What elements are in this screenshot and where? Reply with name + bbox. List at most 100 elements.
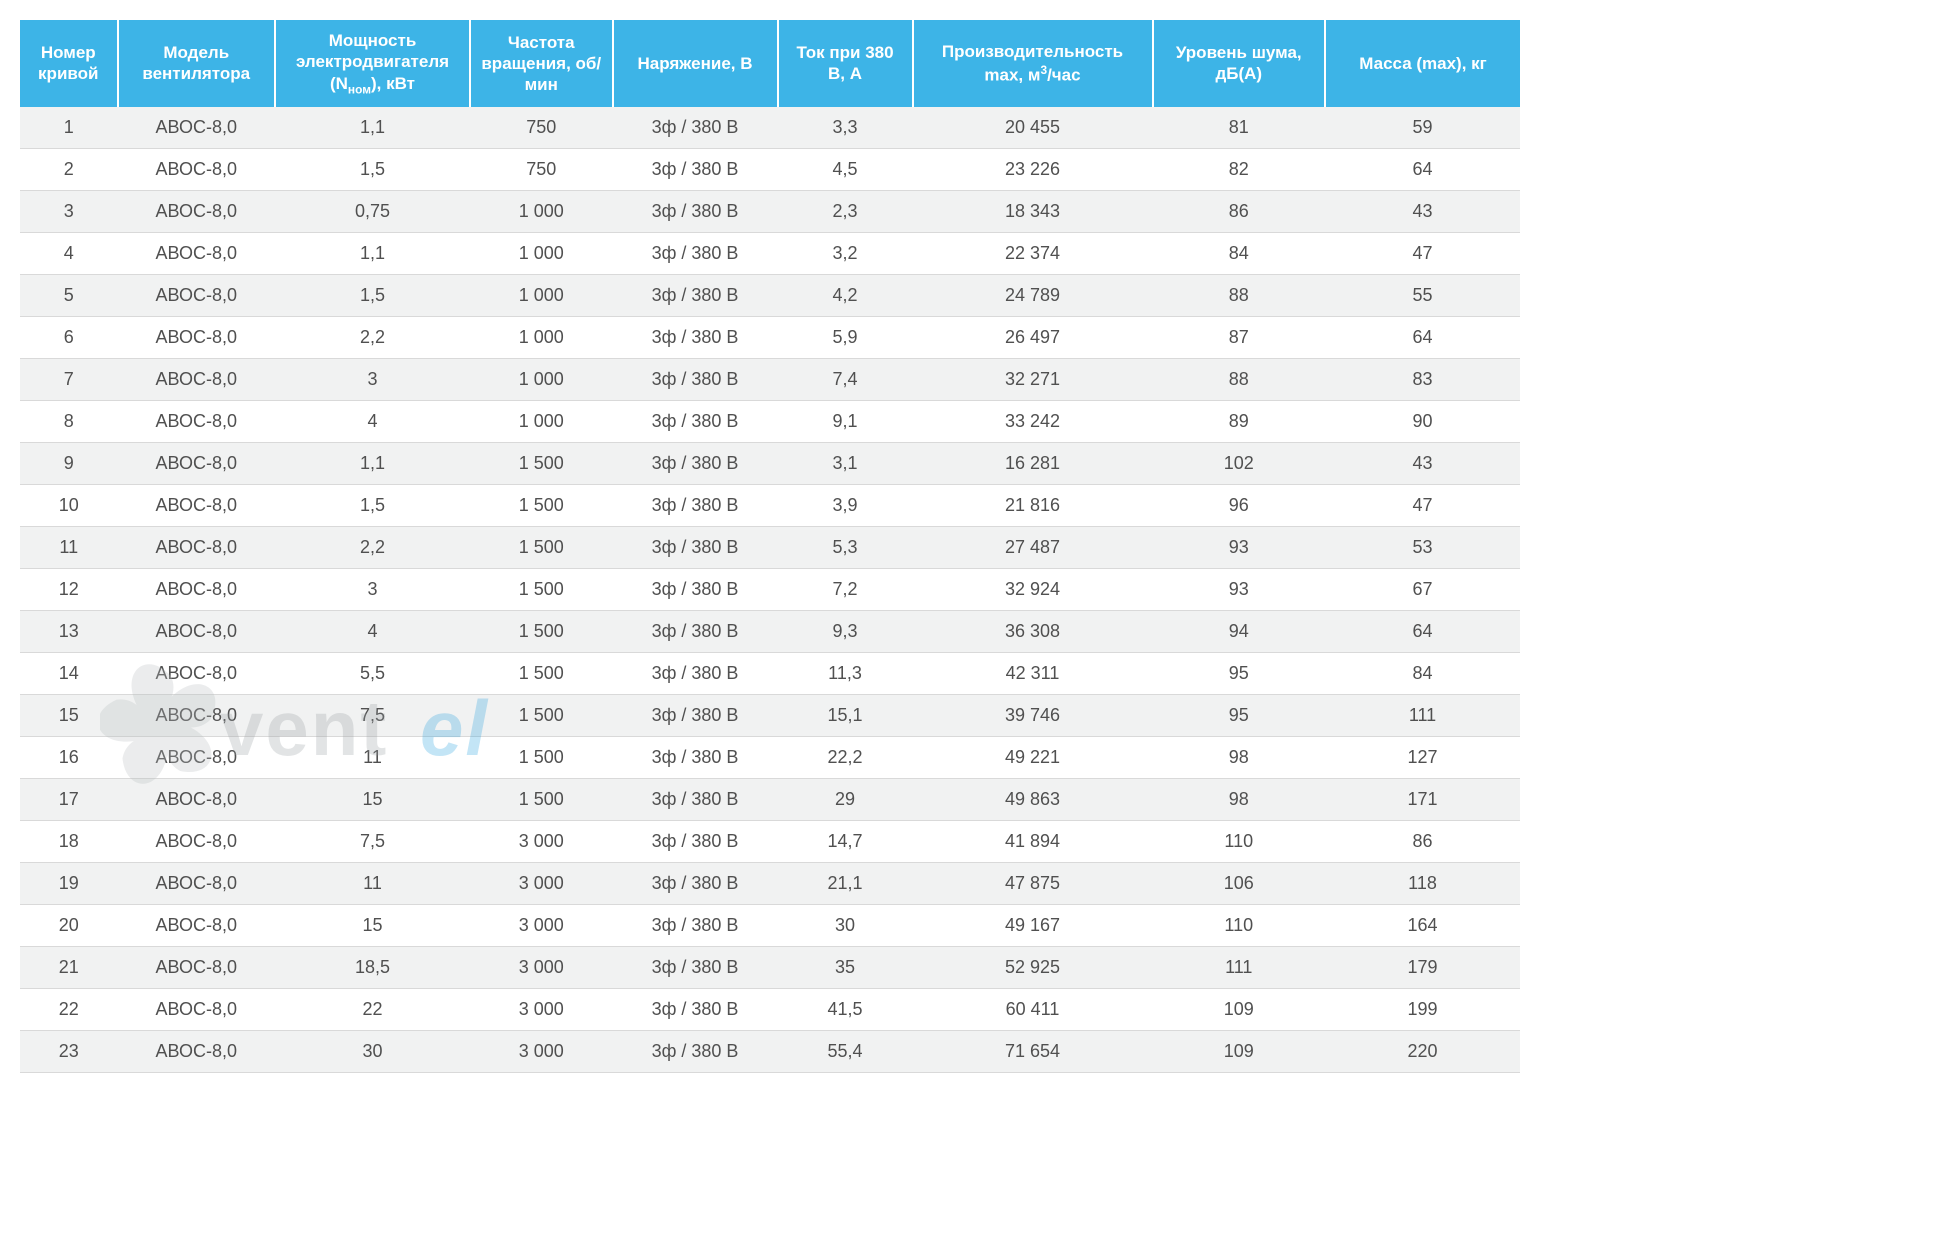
table-cell: 67 bbox=[1325, 568, 1520, 610]
table-cell: 71 654 bbox=[913, 1030, 1153, 1072]
table-cell: 86 bbox=[1153, 190, 1326, 232]
table-cell: 106 bbox=[1153, 862, 1326, 904]
table-cell: 5,5 bbox=[275, 652, 470, 694]
table-cell: 3,1 bbox=[778, 442, 913, 484]
table-cell: 95 bbox=[1153, 652, 1326, 694]
table-cell: 64 bbox=[1325, 610, 1520, 652]
table-cell: 24 789 bbox=[913, 274, 1153, 316]
table-cell: АВОС-8,0 bbox=[118, 988, 276, 1030]
table-cell: 1 500 bbox=[470, 610, 613, 652]
table-cell: 15 bbox=[275, 778, 470, 820]
table-cell: АВОС-8,0 bbox=[118, 778, 276, 820]
table-row: 20АВОС-8,0153 0003ф / 380 В3049 16711016… bbox=[20, 904, 1520, 946]
table-cell: 47 bbox=[1325, 484, 1520, 526]
table-cell: АВОС-8,0 bbox=[118, 904, 276, 946]
table-cell: 3,2 bbox=[778, 232, 913, 274]
table-cell: 81 bbox=[1153, 107, 1326, 149]
table-cell: 33 242 bbox=[913, 400, 1153, 442]
table-cell: 3ф / 380 В bbox=[613, 862, 778, 904]
col-header: Уровень шума, дБ(А) bbox=[1153, 20, 1326, 107]
table-cell: 3ф / 380 В bbox=[613, 232, 778, 274]
table-cell: АВОС-8,0 bbox=[118, 610, 276, 652]
table-cell: 16 281 bbox=[913, 442, 1153, 484]
table-row: 8АВОС-8,041 0003ф / 380 В9,133 2428990 bbox=[20, 400, 1520, 442]
table-cell: 3ф / 380 В bbox=[613, 484, 778, 526]
table-cell: 1 500 bbox=[470, 484, 613, 526]
table-row: 15АВОС-8,07,51 5003ф / 380 В15,139 74695… bbox=[20, 694, 1520, 736]
table-cell: 3,3 bbox=[778, 107, 913, 149]
table-cell: АВОС-8,0 bbox=[118, 946, 276, 988]
table-cell: 27 487 bbox=[913, 526, 1153, 568]
table-cell: АВОС-8,0 bbox=[118, 526, 276, 568]
table-cell: 20 bbox=[20, 904, 118, 946]
table-cell: 35 bbox=[778, 946, 913, 988]
table-cell: 7,5 bbox=[275, 820, 470, 862]
table-cell: 1,1 bbox=[275, 232, 470, 274]
table-cell: 1 000 bbox=[470, 274, 613, 316]
table-cell: 1 500 bbox=[470, 736, 613, 778]
table-cell: 88 bbox=[1153, 358, 1326, 400]
table-cell: 23 bbox=[20, 1030, 118, 1072]
table-cell: 89 bbox=[1153, 400, 1326, 442]
table-cell: 3ф / 380 В bbox=[613, 1030, 778, 1072]
table-cell: 93 bbox=[1153, 526, 1326, 568]
table-cell: 109 bbox=[1153, 988, 1326, 1030]
table-cell: 7,4 bbox=[778, 358, 913, 400]
table-row: 13АВОС-8,041 5003ф / 380 В9,336 3089464 bbox=[20, 610, 1520, 652]
table-cell: 1 500 bbox=[470, 778, 613, 820]
table-cell: 3ф / 380 В bbox=[613, 568, 778, 610]
table-cell: 43 bbox=[1325, 190, 1520, 232]
table-cell: 3ф / 380 В bbox=[613, 820, 778, 862]
table-cell: 3 000 bbox=[470, 988, 613, 1030]
table-cell: АВОС-8,0 bbox=[118, 568, 276, 610]
table-cell: 1 500 bbox=[470, 694, 613, 736]
table-cell: 15,1 bbox=[778, 694, 913, 736]
table-cell: 4 bbox=[275, 400, 470, 442]
table-cell: 1 000 bbox=[470, 316, 613, 358]
table-cell: 3 bbox=[20, 190, 118, 232]
table-cell: 3ф / 380 В bbox=[613, 442, 778, 484]
table-row: 14АВОС-8,05,51 5003ф / 380 В11,342 31195… bbox=[20, 652, 1520, 694]
table-cell: 82 bbox=[1153, 148, 1326, 190]
table-cell: 1 500 bbox=[470, 442, 613, 484]
table-cell: 127 bbox=[1325, 736, 1520, 778]
table-cell: 3ф / 380 В bbox=[613, 358, 778, 400]
table-row: 11АВОС-8,02,21 5003ф / 380 В5,327 487935… bbox=[20, 526, 1520, 568]
table-cell: 83 bbox=[1325, 358, 1520, 400]
table-cell: 3ф / 380 В bbox=[613, 148, 778, 190]
table-cell: 0,75 bbox=[275, 190, 470, 232]
table-cell: 3 bbox=[275, 568, 470, 610]
table-cell: 171 bbox=[1325, 778, 1520, 820]
table-cell: 10 bbox=[20, 484, 118, 526]
table-cell: 16 bbox=[20, 736, 118, 778]
table-cell: 1 500 bbox=[470, 568, 613, 610]
table-cell: АВОС-8,0 bbox=[118, 232, 276, 274]
table-cell: 1 000 bbox=[470, 358, 613, 400]
col-header: Наряжение, В bbox=[613, 20, 778, 107]
table-cell: 30 bbox=[778, 904, 913, 946]
col-header: Производительность max, м3/час bbox=[913, 20, 1153, 107]
table-cell: 49 167 bbox=[913, 904, 1153, 946]
table-cell: 3ф / 380 В bbox=[613, 652, 778, 694]
table-cell: 750 bbox=[470, 148, 613, 190]
table-row: 3АВОС-8,00,751 0003ф / 380 В2,318 343864… bbox=[20, 190, 1520, 232]
table-cell: 53 bbox=[1325, 526, 1520, 568]
spec-table-container: vent el Номер кривойМодель вентилятораМо… bbox=[20, 20, 1520, 1073]
table-cell: 14 bbox=[20, 652, 118, 694]
table-row: 17АВОС-8,0151 5003ф / 380 В2949 86398171 bbox=[20, 778, 1520, 820]
table-cell: 9,3 bbox=[778, 610, 913, 652]
table-cell: 109 bbox=[1153, 1030, 1326, 1072]
table-cell: 86 bbox=[1325, 820, 1520, 862]
table-cell: 3ф / 380 В bbox=[613, 778, 778, 820]
table-cell: АВОС-8,0 bbox=[118, 190, 276, 232]
table-cell: 3ф / 380 В bbox=[613, 400, 778, 442]
table-cell: 11 bbox=[275, 736, 470, 778]
table-cell: 8 bbox=[20, 400, 118, 442]
table-cell: 110 bbox=[1153, 820, 1326, 862]
table-cell: 17 bbox=[20, 778, 118, 820]
table-cell: 3ф / 380 В bbox=[613, 988, 778, 1030]
table-cell: 9,1 bbox=[778, 400, 913, 442]
table-cell: АВОС-8,0 bbox=[118, 316, 276, 358]
table-cell: 1 000 bbox=[470, 232, 613, 274]
table-row: 18АВОС-8,07,53 0003ф / 380 В14,741 89411… bbox=[20, 820, 1520, 862]
